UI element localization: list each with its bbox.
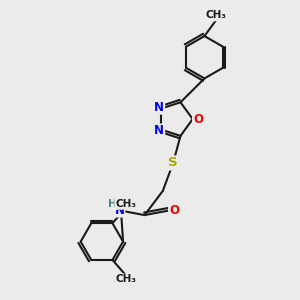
Text: O: O [169, 204, 179, 217]
Text: CH₃: CH₃ [115, 274, 136, 284]
Text: CH₃: CH₃ [115, 199, 136, 209]
Text: N: N [154, 101, 164, 114]
Text: CH₃: CH₃ [206, 11, 226, 20]
Text: N: N [154, 124, 164, 137]
Text: N: N [115, 204, 124, 217]
Text: S: S [168, 157, 178, 169]
Text: O: O [193, 112, 203, 126]
Text: H: H [108, 199, 117, 209]
